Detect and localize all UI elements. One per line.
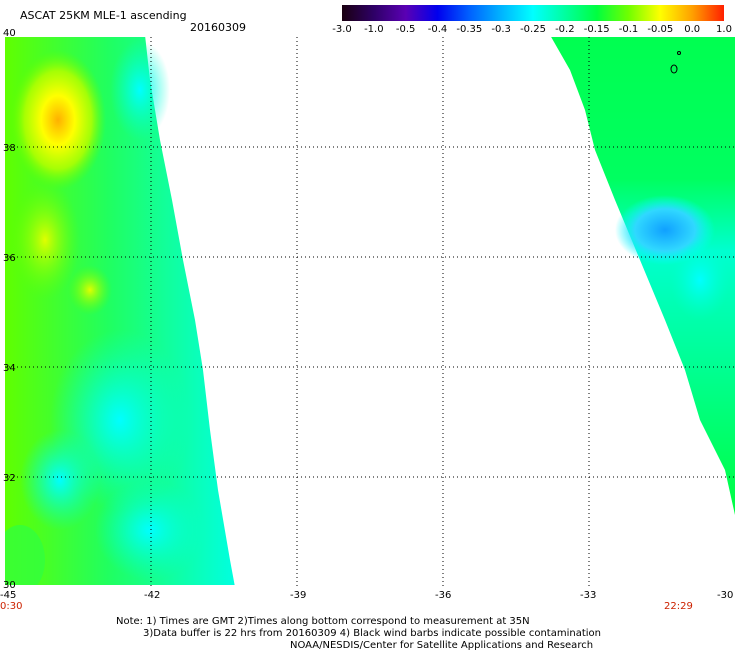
colorbar-label: -1.0: [364, 24, 384, 35]
colorbar-label: -3.0: [332, 24, 352, 35]
colorbar-label: -0.05: [647, 24, 673, 35]
y-tick-label: 40: [3, 28, 16, 39]
grid-lines: [5, 37, 735, 587]
note-line-1: Note: 1) Times are GMT 2)Times along bot…: [116, 616, 530, 627]
x-tick-label: -33: [580, 590, 597, 601]
right-swath: [551, 37, 735, 515]
time-right: 22:29: [664, 601, 693, 612]
colorbar-label: -0.35: [456, 24, 482, 35]
y-tick-label: 32: [3, 473, 16, 484]
cyan-region-4: [20, 430, 100, 530]
hot-spot: [10, 50, 106, 190]
yellow-band: [10, 180, 80, 300]
x-tick-label: -45: [0, 590, 17, 601]
y-tick-label: 38: [3, 143, 16, 154]
y-tick-label: 36: [3, 253, 16, 264]
y-tick-label: 30: [3, 580, 16, 591]
chart-date: 20160309: [190, 21, 246, 34]
colorbar-label: -0.15: [584, 24, 610, 35]
green-region-1: [5, 525, 45, 585]
colorbar: -3.0 -1.0 -0.5 -0.4 -0.35 -0.3 -0.25 -0.2 -0.15-…: [332, 5, 732, 35]
land-contour: [670, 64, 678, 74]
yellow-spot-2: [68, 265, 112, 315]
colorbar-label: 1.0: [716, 24, 732, 35]
x-tick-label: -36: [435, 590, 452, 601]
x-tick-label: -30: [717, 590, 734, 601]
cyan-region-right: [670, 240, 730, 320]
time-left: 0:30: [0, 601, 23, 612]
colorbar-label: -0.3: [491, 24, 511, 35]
x-tick-label: -39: [290, 590, 307, 601]
cyan-region-1: [110, 40, 170, 140]
colorbar-label: 0.0: [684, 24, 700, 35]
note-line-3: NOAA/NESDIS/Center for Satellite Applica…: [290, 640, 594, 651]
colorbar-ramp: [342, 5, 724, 21]
colorbar-label: -0.25: [520, 24, 546, 35]
y-tick-label: 34: [3, 363, 16, 374]
note-line-2: 3)Data buffer is 22 hrs from 20160309 4)…: [143, 628, 601, 639]
land-contour-small: [677, 51, 681, 55]
colorbar-label: -0.1: [619, 24, 639, 35]
chart-title: ASCAT 25KM MLE-1 ascending: [20, 9, 187, 22]
colorbar-label: -0.2: [555, 24, 575, 35]
cyan-region-3: [95, 480, 205, 580]
x-tick-label: -42: [144, 590, 161, 601]
colorbar-label: -0.4: [428, 24, 448, 35]
colorbar-label: -0.5: [396, 24, 416, 35]
